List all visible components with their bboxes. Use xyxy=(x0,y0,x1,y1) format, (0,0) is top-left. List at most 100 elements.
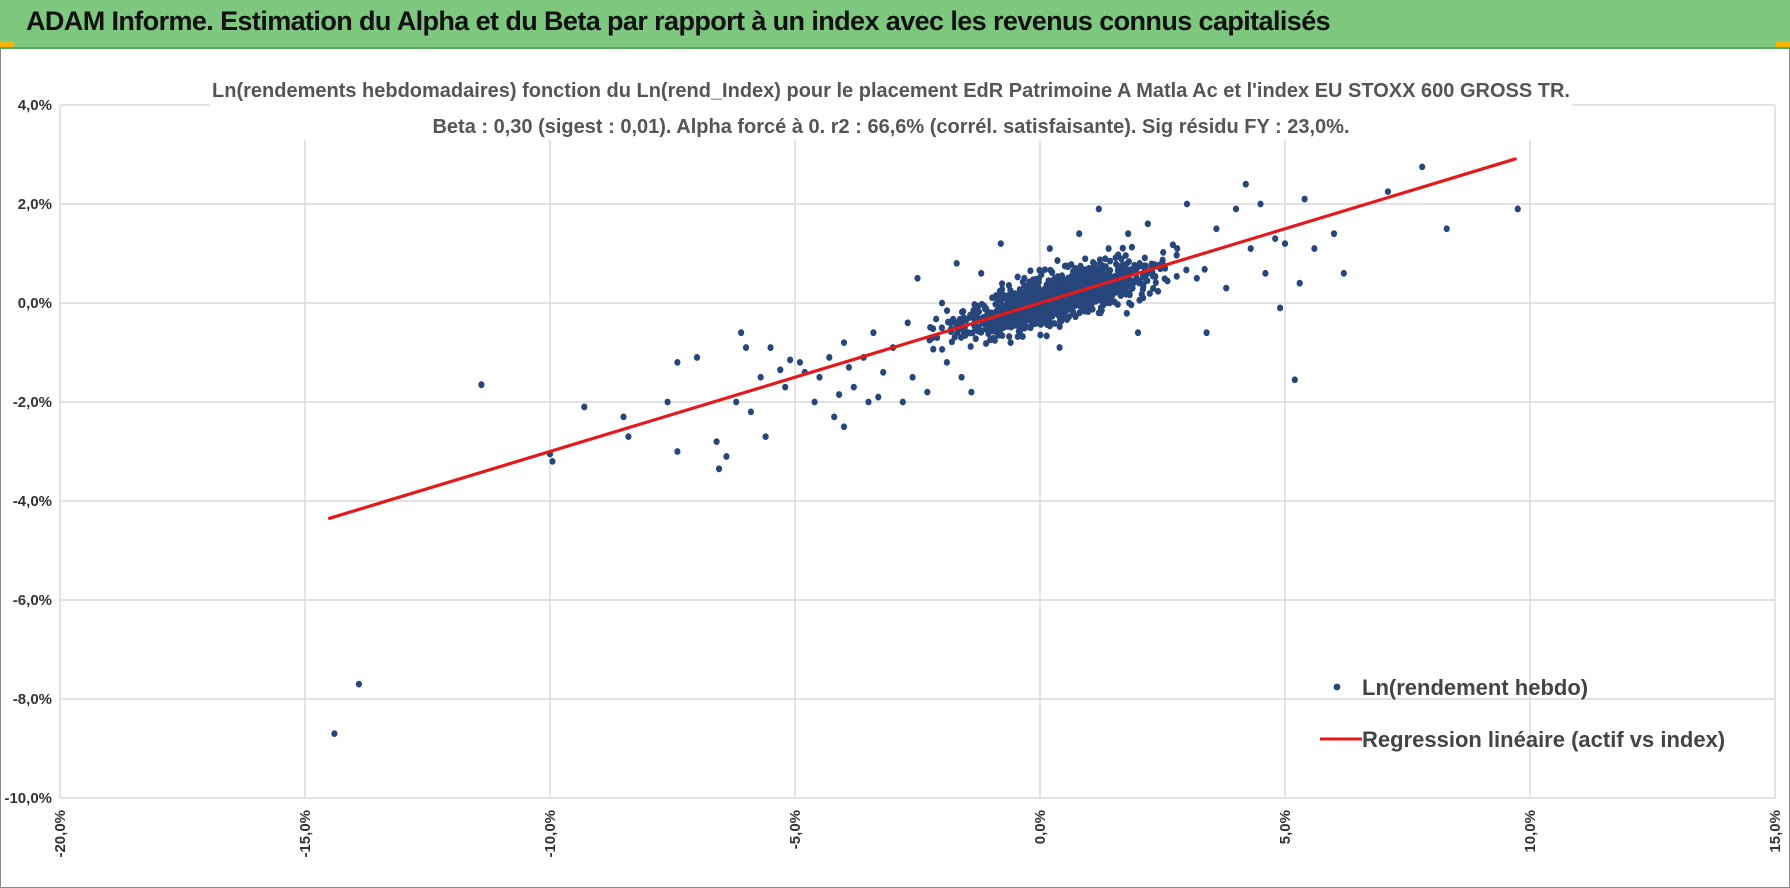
scatter-point xyxy=(1054,289,1061,296)
chart-title-line1: Ln(rendements hebdomadaires) fonction du… xyxy=(212,80,1570,102)
y-tick-label: 4,0% xyxy=(18,97,52,114)
scatter-point xyxy=(1296,279,1303,287)
scatter-point xyxy=(1117,287,1124,295)
scatter-point xyxy=(978,269,985,277)
scatter-point xyxy=(1085,308,1092,316)
scatter-point xyxy=(767,344,774,351)
scatter-point xyxy=(1136,260,1143,267)
scatter-point xyxy=(1281,240,1289,248)
scatter-point xyxy=(1088,295,1096,303)
scatter-point xyxy=(1054,257,1061,264)
scatter-point xyxy=(958,373,965,381)
corner-accent-right xyxy=(1776,41,1790,47)
chart-title-line2: Beta : 0,30 (sigest : 0,01). Alpha forcé… xyxy=(432,116,1349,138)
scatter-point xyxy=(620,413,627,421)
scatter-point xyxy=(1061,262,1069,270)
scatter-point xyxy=(1072,264,1079,272)
scatter-point xyxy=(875,393,882,401)
scatter-point xyxy=(943,307,951,315)
scatter-point xyxy=(1053,304,1060,312)
scatter-point xyxy=(999,291,1007,299)
scatter-point xyxy=(850,383,857,391)
scatter-point xyxy=(1007,339,1014,346)
scatter-point xyxy=(993,325,1000,333)
x-tick-label: -20,0% xyxy=(52,810,69,858)
scatter-point xyxy=(1074,298,1081,306)
scatter-point xyxy=(1029,284,1037,292)
scatter-point xyxy=(1081,299,1088,307)
scatter-point xyxy=(1021,274,1028,282)
scatter-point xyxy=(939,345,946,353)
scatter-point xyxy=(1006,333,1013,340)
scatter-point xyxy=(1046,245,1053,252)
scatter-point xyxy=(1008,317,1015,325)
scatter-point xyxy=(331,730,338,738)
scatter-point xyxy=(816,373,823,381)
x-tick-label: -15,0% xyxy=(297,810,314,858)
x-tick-label: 5,0% xyxy=(1277,810,1294,844)
scatter-point xyxy=(953,260,960,267)
x-tick-label: 10,0% xyxy=(1522,810,1539,853)
legend-label-scatter: Ln(rendement hebdo) xyxy=(1362,675,1588,700)
scatter-point xyxy=(1041,266,1049,274)
chart-legend: Ln(rendement hebdo) Regression linéaire … xyxy=(1320,675,1725,752)
scatter-point xyxy=(990,318,997,325)
scatter-point xyxy=(1119,244,1126,252)
scatter-point xyxy=(1037,294,1044,302)
scatter-point xyxy=(978,327,985,335)
y-tick-label: 0,0% xyxy=(18,295,52,312)
scatter-point xyxy=(796,359,804,366)
scatter-point xyxy=(782,383,789,391)
scatter-point xyxy=(1064,298,1071,306)
scatter-point xyxy=(1123,309,1130,317)
scatter-point xyxy=(909,373,916,381)
scatter-point xyxy=(1291,376,1298,384)
scatter-point xyxy=(1023,323,1031,331)
scatter-point xyxy=(1173,272,1180,280)
scatter-point xyxy=(1103,284,1110,292)
scatter-point xyxy=(1203,329,1210,337)
scatter-point xyxy=(1159,256,1166,264)
chart-title-background xyxy=(210,76,1572,140)
scatter-point xyxy=(757,373,764,381)
scatter-point xyxy=(1014,273,1021,281)
scatter-point xyxy=(1152,279,1159,286)
scatter-point xyxy=(1068,306,1076,314)
scatter-point xyxy=(1146,290,1153,297)
scatter-point xyxy=(713,438,720,445)
scatter-point xyxy=(1384,188,1391,196)
y-tick-label: -8,0% xyxy=(13,691,52,708)
scatter-point xyxy=(880,368,887,376)
scatter-point xyxy=(999,322,1006,330)
scatter-point xyxy=(1120,266,1128,274)
scatter-point xyxy=(1126,299,1133,307)
scatter-point xyxy=(1034,310,1041,318)
scatter-point xyxy=(811,398,818,406)
scatter-point xyxy=(1013,321,1020,329)
scatter-point xyxy=(1065,313,1073,321)
scatter-point xyxy=(938,299,946,307)
scatter-point xyxy=(1085,275,1092,283)
scatter-point xyxy=(1042,313,1049,320)
scatter-point xyxy=(1076,230,1083,238)
scatter-point xyxy=(1111,298,1118,306)
scatter-point xyxy=(1213,225,1220,233)
scatter-point xyxy=(1070,284,1077,292)
scatter-point xyxy=(1035,274,1043,282)
scatter-point xyxy=(1056,317,1064,324)
y-tick-label: -10,0% xyxy=(4,790,52,807)
regression-line-layer xyxy=(327,157,1517,520)
scatter-point xyxy=(870,329,877,337)
scatter-point xyxy=(1330,230,1338,238)
scatter-point xyxy=(1301,195,1308,203)
x-tick-label: 15,0% xyxy=(1767,810,1784,853)
scatter-point xyxy=(997,240,1004,248)
corner-accent-left xyxy=(0,41,14,47)
scatter-point xyxy=(1114,262,1122,270)
scatter-point xyxy=(972,335,979,343)
scatter-point xyxy=(1027,267,1034,275)
scatter-point xyxy=(762,433,769,441)
scatter-point xyxy=(1002,302,1009,310)
scatter-point xyxy=(840,339,848,346)
scatter-point xyxy=(930,345,937,353)
